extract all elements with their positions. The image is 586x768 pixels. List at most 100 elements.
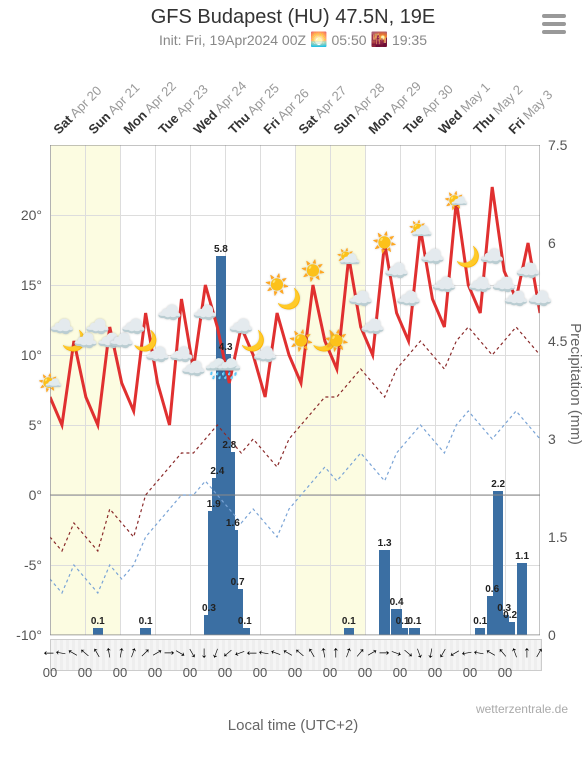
init-label: Init: Fri, 19Apr2024 00Z [159,32,306,48]
weather-icon: 🌤️ [38,371,63,396]
precip-bar [517,563,528,635]
y-tick-right: 1.5 [548,529,567,545]
weather-icon: ☁️ [145,343,170,368]
precip-bar [409,628,420,635]
weather-icon: ⛅ [336,245,361,270]
precip-bar [475,628,486,635]
y-tick-right: 7.5 [548,137,567,153]
x-tick: 00 [253,665,267,689]
wind-arrow: ↑ [413,643,427,663]
weather-icon: ☁️ [432,273,457,298]
grid-line-v [155,145,156,635]
weather-icon: ☁️ [504,287,529,312]
precip-label: 0.7 [231,577,245,588]
sunrise-time: 05:50 [331,32,366,48]
chart-subtitle: Init: Fri, 19Apr2024 00Z 🌅 05:50 🌇 19:35 [0,31,586,48]
precip-label: 0.3 [202,603,216,614]
weather-icon: ☀️ [300,259,325,284]
precip-label: 2.8 [222,440,236,451]
grid-line-v [295,145,296,635]
precip-bar [344,628,355,635]
y-tick-left: -10° [16,627,42,643]
weather-icon: ☁️ [157,301,182,326]
grid-line-v [470,145,471,635]
grid-line-v [120,145,121,635]
date-axis-labels: Sat Apr 20Sun Apr 21Mon Apr 22Tue Apr 23… [0,62,586,142]
grid-line-v [435,145,436,635]
chart-title: GFS Budapest (HU) 47.5N, 19E [0,0,586,29]
precip-label: 2.2 [491,479,505,490]
weather-icon: ☁️ [384,259,409,284]
grid-line-v [190,145,191,635]
wind-arrow: ↑ [103,643,114,662]
precip-bar [379,550,390,635]
precip-label: 1.1 [515,551,529,562]
menu-icon[interactable] [542,10,566,38]
weekend-band [330,145,365,635]
x-tick: 00 [463,665,477,689]
weather-icon: ☁️ [528,287,553,312]
y-tick-left: 5° [29,417,42,433]
x-tick: 00 [393,665,407,689]
plot-area: ↑↑↑↑↑↑↑↑↑↑↑↑↑↑↑↑↑↑↑↑↑↑↑↑↑↑↑↑↑↑↑↑↑↑↑↑↑↑↑↑… [50,145,540,635]
precip-bar [140,628,151,635]
weather-icon: ☁️ [516,259,541,284]
precip-label: 2.4 [210,466,224,477]
precip-bar [93,628,104,635]
weather-icon: ☀️ [372,231,397,256]
grid-line-v [330,145,331,635]
grid-line-v [505,145,506,635]
wind-arrow: ↑ [508,643,522,663]
wind-arrow: ↑ [332,644,340,662]
grid-line-v [365,145,366,635]
x-tick: 00 [113,665,127,689]
precip-label: 4.3 [219,342,233,353]
x-tick: 00 [498,665,512,689]
wind-arrow: ↑ [523,644,531,662]
y-tick-right: 6 [548,235,556,251]
precip-label: 0.4 [390,597,404,608]
x-tick: 00 [428,665,442,689]
weather-icon: ☀️ [289,329,314,354]
x-axis-label: Local time (UTC+2) [0,717,586,734]
weather-icon: ☁️ [420,245,445,270]
weather-icon: ☁️ [360,315,385,340]
precip-label: 0.2 [503,610,517,621]
meteogram-container: GFS Budapest (HU) 47.5N, 19E Init: Fri, … [0,0,586,768]
precip-label: 0.1 [408,616,422,627]
weather-icon: 🌧️ [217,357,242,382]
grid-line [50,635,540,636]
y-tick-left: 15° [21,277,42,293]
y-tick-right: 4.5 [548,333,567,349]
precip-label: 0.1 [91,616,105,627]
weather-icon: ☀️ [324,329,349,354]
y-tick-left: 20° [21,207,42,223]
grid-line-v [260,145,261,635]
x-tick: 00 [78,665,92,689]
wind-arrow: ↑ [184,643,200,663]
weekend-band [85,145,120,635]
x-tick: 00 [358,665,372,689]
weather-icon: ☁️ [181,357,206,382]
grid-line-v [400,145,401,635]
precip-label: 5.8 [214,244,228,255]
weather-icon: ☁️ [396,287,421,312]
y-tick-left: -5° [24,557,42,573]
precip-label: 1.6 [226,518,240,529]
wind-arrow: ↑ [531,643,547,663]
x-tick: 00 [323,665,337,689]
x-tick: 00 [183,665,197,689]
weather-icon: 🌤️ [444,189,469,214]
y-tick-left: 0° [29,487,42,503]
attribution: wetterzentrale.de [476,702,568,716]
y-tick-right: 3 [548,431,556,447]
wind-arrow: ↑ [426,643,437,662]
precip-bar [397,628,408,635]
wind-arrow: ↑ [200,644,208,662]
x-tick: 00 [43,665,57,689]
y-tick-right: 0 [548,627,556,643]
weather-icon: 🌙 [456,245,481,270]
precip-bar [505,622,516,635]
weather-icon: 🌙 [277,287,302,312]
wind-arrow: ↑ [115,643,126,662]
